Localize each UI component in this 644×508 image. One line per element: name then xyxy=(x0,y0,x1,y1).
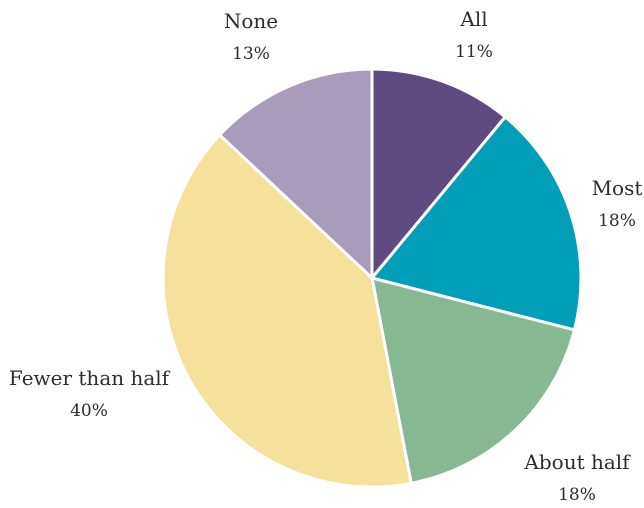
slices-layer xyxy=(161,67,583,489)
slice-value-label-none: 13% xyxy=(232,44,270,64)
slice-label-fewer-than-half: Fewer than half xyxy=(9,366,171,390)
pie-slice-none xyxy=(218,67,374,280)
slice-label-all: All xyxy=(459,7,487,31)
slice-value-label-all: 11% xyxy=(455,42,493,62)
pie-slice-fewer-than-half xyxy=(161,133,413,489)
slice-label-none: None xyxy=(224,9,278,33)
slice-value-label-fewer-than-half: 40% xyxy=(70,401,108,421)
pie-slice-all xyxy=(370,67,507,280)
slice-value-label-most: 18% xyxy=(598,211,636,231)
pie-slice-most xyxy=(370,115,583,332)
pie-slice-about-half xyxy=(370,276,576,485)
slice-label-most: Most xyxy=(592,176,643,200)
slice-label-about-half: About half xyxy=(523,450,631,474)
labels-layer: All 11% Most 18% About half 18% Fewer than hal… xyxy=(9,7,643,505)
slice-value-label-about-half: 18% xyxy=(558,485,596,505)
